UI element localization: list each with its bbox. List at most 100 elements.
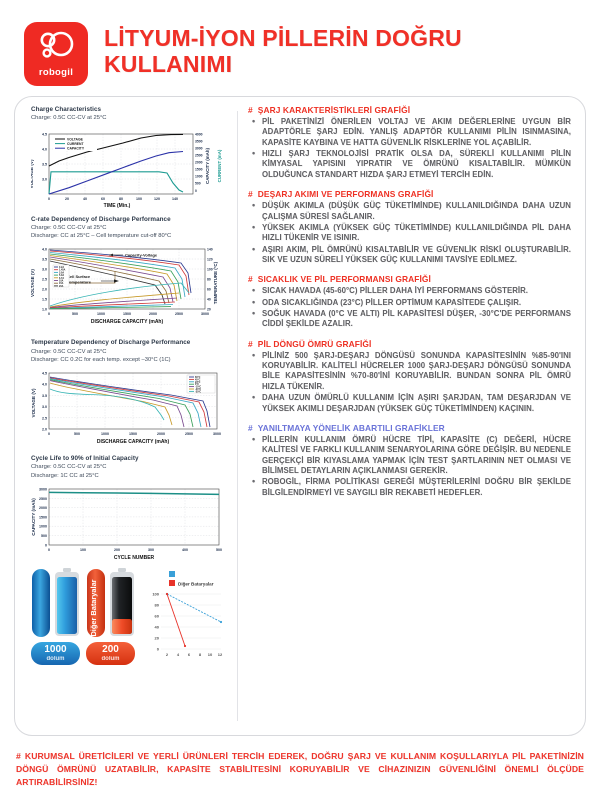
svg-text:2.5: 2.5 [42, 278, 47, 282]
cycles-unit: dolum [101, 656, 120, 663]
heading-text: PİL DÖNGÜ ÖMRÜ GRAFİĞİ [257, 338, 372, 349]
svg-text:3000: 3000 [201, 312, 209, 316]
battery-low-dark-icon [110, 568, 134, 637]
svg-text:1000: 1000 [39, 525, 47, 529]
svg-text:2.5: 2.5 [42, 417, 47, 421]
svg-text:500: 500 [74, 432, 80, 436]
page-header: robogil LİTYUM-İYON PİLLERİN DOĞRU KULLA… [0, 0, 600, 96]
hash-marker: # [248, 338, 253, 349]
list-item: PİL PAKETİNİZİ ÖNERİLEN VOLTAJ VE AKIM D… [250, 116, 571, 148]
svg-text:Temperature: Temperature [67, 280, 92, 285]
battery-group-robogil: 1000 dolum [31, 568, 80, 666]
svg-text:4: 4 [177, 652, 180, 657]
exaggerated-comparison-chart: Diğer Bataryalar 100 80 60 [145, 568, 225, 665]
hash-marker: # [248, 105, 253, 115]
svg-text:500: 500 [216, 548, 222, 552]
svg-text:8: 8 [199, 652, 202, 657]
column-divider [237, 111, 238, 721]
list-item: DAHA UZUN ÖMÜRLÜ KULLANIM İÇİN AŞIRI ŞAR… [250, 392, 571, 414]
svg-text:DISCHARGE CAPACITY (mAh): DISCHARGE CAPACITY (mAh) [91, 319, 164, 325]
svg-text:2500: 2500 [175, 312, 183, 316]
svg-text:80: 80 [155, 603, 160, 608]
svg-text:CAPACITY (mAh): CAPACITY (mAh) [205, 147, 210, 183]
svg-text:140: 140 [172, 197, 178, 201]
svg-text:60: 60 [101, 197, 105, 201]
chart-subtitle: Charge: 0.5C CC-CV at 25°C [31, 348, 107, 355]
other-batteries-label: Diğer Bataryalar [89, 580, 98, 637]
svg-text:3000: 3000 [195, 146, 203, 150]
svg-text:15A: 15A [59, 283, 64, 286]
svg-text:20A: 20A [59, 285, 64, 288]
svg-text:6: 6 [188, 652, 191, 657]
svg-text:0: 0 [45, 544, 47, 548]
svg-text:1.45A: 1.45A [59, 269, 66, 272]
chart-annotation-capacity-voltage: Capacity-Voltage [109, 253, 158, 258]
battery-group-other: Diğer Bataryalar [86, 568, 135, 666]
svg-text:-30°C: -30°C [195, 391, 201, 394]
svg-text:23°C: 23°C [195, 381, 201, 384]
text-column: # ŞARJ KARAKTERİSTİKLERİ GRAFİĞİ PİL PAK… [238, 97, 585, 735]
heading-text: ŞARJ KARAKTERİSTİKLERİ GRAFİĞİ [257, 105, 411, 115]
svg-text:3.0A: 3.0A [59, 272, 64, 275]
footer-callout: # KURUMSAL ÜRETİCİLERİ VE YERLİ ÜRÜNLERİ … [16, 750, 584, 789]
svg-text:3000: 3000 [213, 432, 221, 436]
chart-temperature-dependency: Temperature Dependency of Discharge Perf… [31, 338, 231, 447]
svg-text:TIME (Min.): TIME (Min.) [104, 203, 131, 208]
chart-legend: 0.2A 1.45A 3.0A 5.0A 6.7A 10A 15A 20A [52, 265, 70, 288]
list-item: ROBOGİL, FİRMA POLİTİKASI GEREĞİ MÜŞTERİ… [250, 476, 571, 498]
bullet-list: PİLİNİZ 500 ŞARJ-DEŞARJ DÖNGÜSÜ SONUNDA … [248, 350, 571, 414]
svg-text:1.5: 1.5 [42, 298, 47, 302]
section-heading: # PİL DÖNGÜ ÖMRÜ GRAFİĞİ [248, 339, 571, 349]
svg-text:20: 20 [155, 636, 160, 641]
svg-text:2.0: 2.0 [42, 428, 47, 432]
svg-text:1000: 1000 [195, 174, 203, 178]
svg-text:2.0: 2.0 [42, 288, 47, 292]
svg-text:CURRENT: CURRENT [67, 142, 85, 146]
chart-cycle-life: Cycle Life to 90% of Initial Capacity Ch… [31, 454, 231, 561]
svg-text:1500: 1500 [129, 432, 137, 436]
svg-text:3000: 3000 [39, 488, 47, 492]
content-card: Charge Characteristics Charge: 0.5C CC-C… [14, 96, 586, 736]
svg-text:3.5: 3.5 [42, 394, 47, 398]
svg-text:40: 40 [155, 625, 160, 630]
svg-text:4000: 4000 [195, 132, 203, 136]
chart-subtitle: Charge: 0.5C CC-CV at 25°C [31, 464, 107, 471]
chart-plot-area: VOLTAGE (V) [31, 367, 231, 447]
battery-comparison: 1000 dolum [31, 568, 231, 666]
svg-text:10A: 10A [59, 280, 64, 283]
svg-text:0°C: 0°C [195, 384, 199, 387]
battery-bar-blue-icon [32, 569, 50, 638]
list-item: ODA SICAKLIĞINDA (23°C) PİLLER OPTİMUM K… [250, 297, 571, 309]
hash-marker: # [248, 189, 253, 200]
bullet-list: PİL PAKETİNİZİ ÖNERİLEN VOLTAJ VE AKIM D… [248, 116, 571, 180]
battery-full-blue-icon [55, 568, 79, 637]
cycles-unit: dolum [46, 656, 65, 663]
chart-plot-area: VOLTAGE (V) CAPACITY (mAh) CURRENT (mA) [31, 126, 231, 208]
svg-text:10: 10 [208, 652, 213, 657]
svg-text:12: 12 [218, 652, 223, 657]
bullet-list: PİLLERİN KULLANIM ÖMRÜ HÜCRE TİPİ, KAPAS… [248, 434, 571, 498]
battery-cycles-badge-200: 200 dolum [86, 642, 135, 666]
section-heading: # ŞARJ KARAKTERİSTİKLERİ GRAFİĞİ [248, 105, 571, 115]
svg-text:500: 500 [195, 181, 201, 185]
list-item: SICAK HAVADA (45-60°C) PİLLER DAHA İYİ P… [250, 285, 571, 297]
svg-text:TEMPERATURE (°C): TEMPERATURE (°C) [213, 262, 218, 305]
chart-subtitle-2: Discharge: 1C CC at 25°C [31, 472, 99, 479]
svg-text:2500: 2500 [39, 497, 47, 501]
svg-text:1000: 1000 [97, 312, 105, 316]
chart-subtitle: Charge: 0.5C CC-CV at 25°C [31, 224, 107, 231]
svg-text:60: 60 [155, 614, 160, 619]
svg-text:100: 100 [136, 197, 142, 201]
robogil-logo-icon: robogil [24, 22, 88, 86]
svg-text:200: 200 [114, 548, 120, 552]
svg-text:VOLTAGE: VOLTAGE [67, 137, 84, 141]
svg-text:120: 120 [154, 197, 160, 201]
svg-text:CAPACITY: CAPACITY [67, 146, 85, 150]
section-discharge-current: # DEŞARJ AKIMI VE PERFORMANS GRAFİĞİ DÜŞ… [248, 189, 571, 265]
svg-text:CAPACITY (mAh): CAPACITY (mAh) [31, 498, 36, 536]
chart-title: C-rate Dependency of Discharge Performan… [31, 215, 171, 223]
svg-text:2000: 2000 [149, 312, 157, 316]
svg-text:500: 500 [72, 312, 78, 316]
svg-text:100: 100 [152, 592, 159, 597]
chart-charge-characteristics: Charge Characteristics Charge: 0.5C CC-C… [31, 105, 231, 208]
